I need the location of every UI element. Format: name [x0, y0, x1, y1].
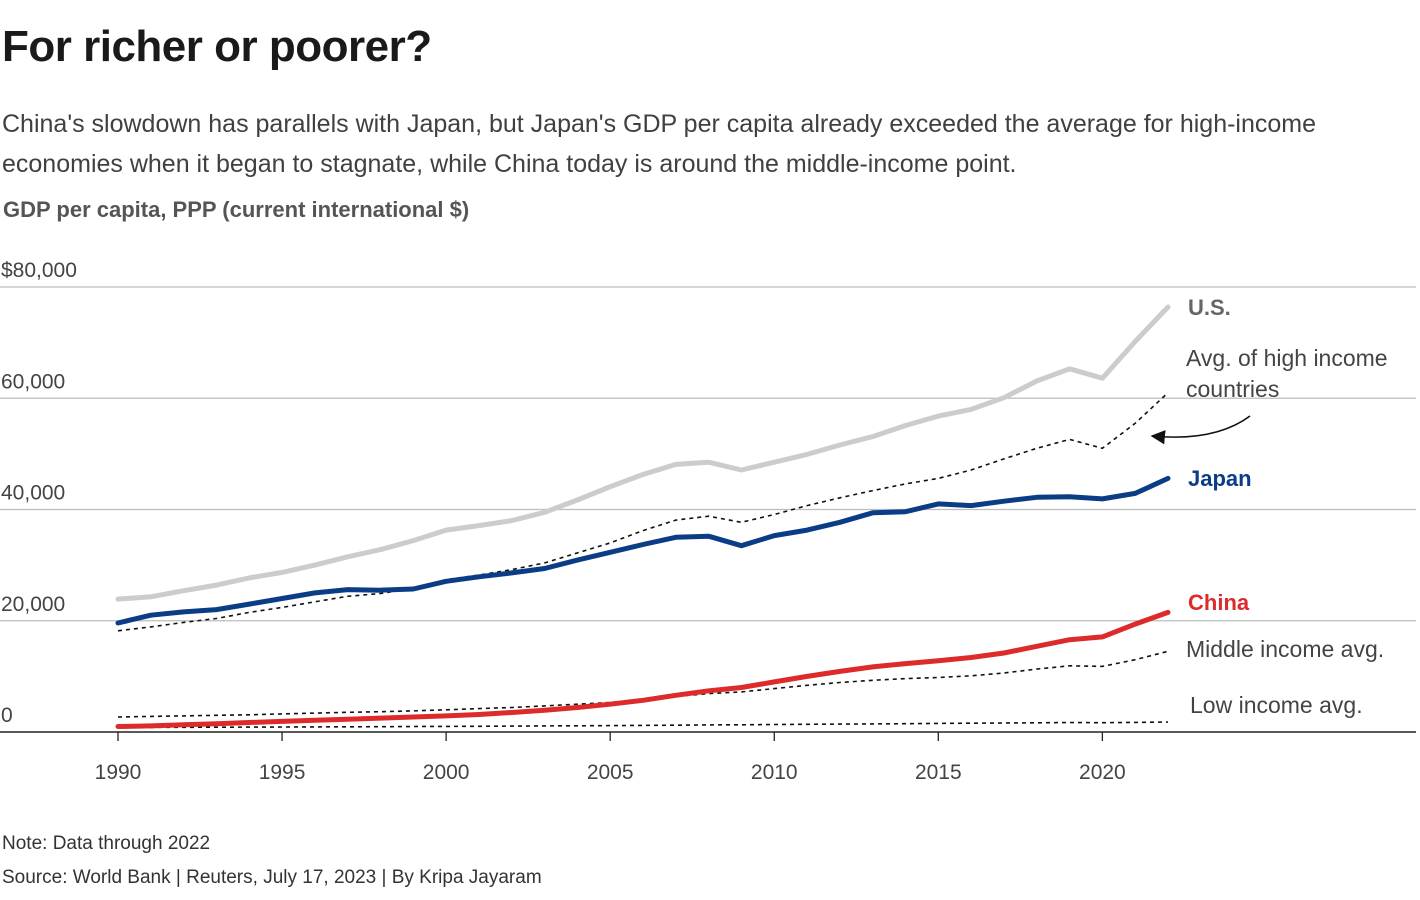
series-line-china — [115, 609, 1171, 729]
x-tick-label: 1995 — [259, 761, 306, 784]
y-tick-label: 0 — [1, 704, 13, 727]
x-tick-label: 2005 — [587, 761, 634, 784]
y-tick-label: $80,000 — [1, 259, 77, 282]
y-tick-label: 40,000 — [1, 482, 65, 505]
x-tick-label: 2020 — [1079, 761, 1126, 784]
series-label-us: U.S. — [1188, 295, 1231, 320]
x-axis-ticks: 1990 1995 2000 2005 2010 2015 2020 — [95, 732, 1126, 784]
series-line-high-income — [117, 392, 1169, 632]
source-credit: Source: World Bank | Reuters, July 17, 2… — [2, 867, 542, 888]
chart-title: For richer or poorer? — [2, 22, 432, 71]
series-line-low-income — [117, 721, 1169, 729]
annotation-middle-income: Middle income avg. — [1186, 636, 1384, 662]
x-tick-label: 1990 — [95, 761, 142, 784]
x-tick-label: 2000 — [423, 761, 470, 784]
x-tick-label: 2010 — [751, 761, 798, 784]
series-line-middle-income — [117, 650, 1169, 718]
line-chart: 0 20,000 40,000 60,000 $80,000 1990 1995 2000 2… — [0, 259, 1416, 784]
series-line-japan — [115, 475, 1171, 626]
series-line-us — [115, 304, 1171, 602]
chart-subtitle: China's slowdown has parallels with Japa… — [2, 110, 1317, 178]
gridlines — [0, 286, 1416, 622]
series-label-japan: Japan — [1188, 466, 1252, 491]
y-axis-ticks: 0 20,000 40,000 60,000 $80,000 — [1, 259, 77, 727]
series-lines — [115, 304, 1171, 729]
annotation-high-income-line2: countries — [1186, 376, 1279, 402]
x-tick-label: 2015 — [915, 761, 962, 784]
y-tick-label: 60,000 — [1, 370, 65, 393]
y-tick-label: 20,000 — [1, 593, 65, 616]
series-label-china: China — [1188, 590, 1250, 615]
footnote: Note: Data through 2022 — [2, 833, 211, 854]
annotation-arrow — [1150, 415, 1251, 445]
annotation-low-income: Low income avg. — [1190, 692, 1363, 718]
annotation-high-income-line1: Avg. of high income — [1186, 345, 1388, 371]
y-axis-unit-label: GDP per capita, PPP (current internation… — [3, 197, 470, 222]
